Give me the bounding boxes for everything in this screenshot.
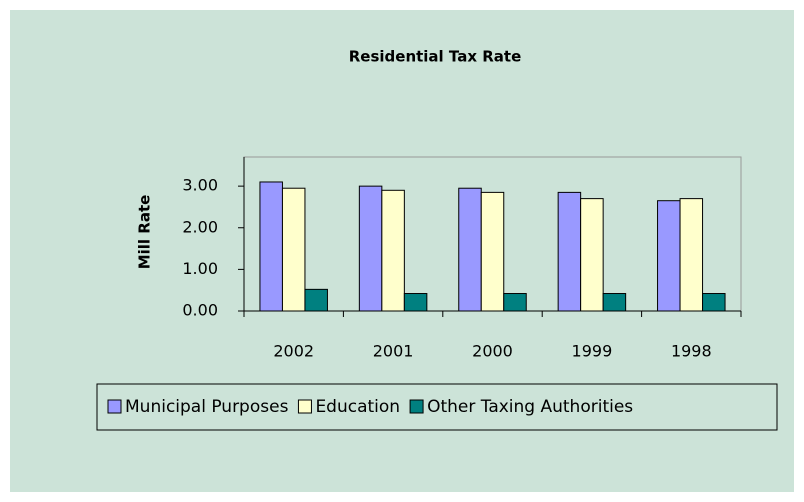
bar <box>403 293 428 312</box>
legend <box>96 383 778 431</box>
bar <box>602 293 627 312</box>
bar <box>480 191 505 312</box>
x-tick-label: 2000 <box>472 342 513 361</box>
y-tick-label: 1.00 <box>182 259 218 278</box>
legend-label: Other Taxing Authorities <box>427 397 633 417</box>
bar <box>702 293 726 312</box>
bar <box>304 288 328 312</box>
bar <box>503 293 527 312</box>
bar <box>657 200 681 312</box>
x-tick-label: 2002 <box>273 342 314 361</box>
y-tick-label: 2.00 <box>182 217 218 236</box>
y-tick-label: 3.00 <box>182 176 218 195</box>
bar <box>259 181 283 312</box>
x-tick-label: 1999 <box>572 342 613 361</box>
legend-swatch <box>409 399 424 414</box>
x-tick-label: 1998 <box>671 342 712 361</box>
bar <box>679 198 704 312</box>
bar <box>281 187 306 312</box>
legend-swatch <box>107 399 122 414</box>
bar <box>557 191 582 312</box>
bar <box>381 189 405 312</box>
chart-title: Residential Tax Rate <box>349 48 522 66</box>
legend-label: Municipal Purposes <box>125 397 289 417</box>
x-tick-label: 2001 <box>373 342 414 361</box>
bar <box>580 198 604 312</box>
bar <box>458 187 482 312</box>
y-axis-label: Mill Rate <box>136 195 154 270</box>
legend-swatch <box>297 399 312 414</box>
legend-label: Education <box>315 397 400 417</box>
y-tick-label: 0.00 <box>182 301 218 320</box>
bar <box>358 185 383 312</box>
